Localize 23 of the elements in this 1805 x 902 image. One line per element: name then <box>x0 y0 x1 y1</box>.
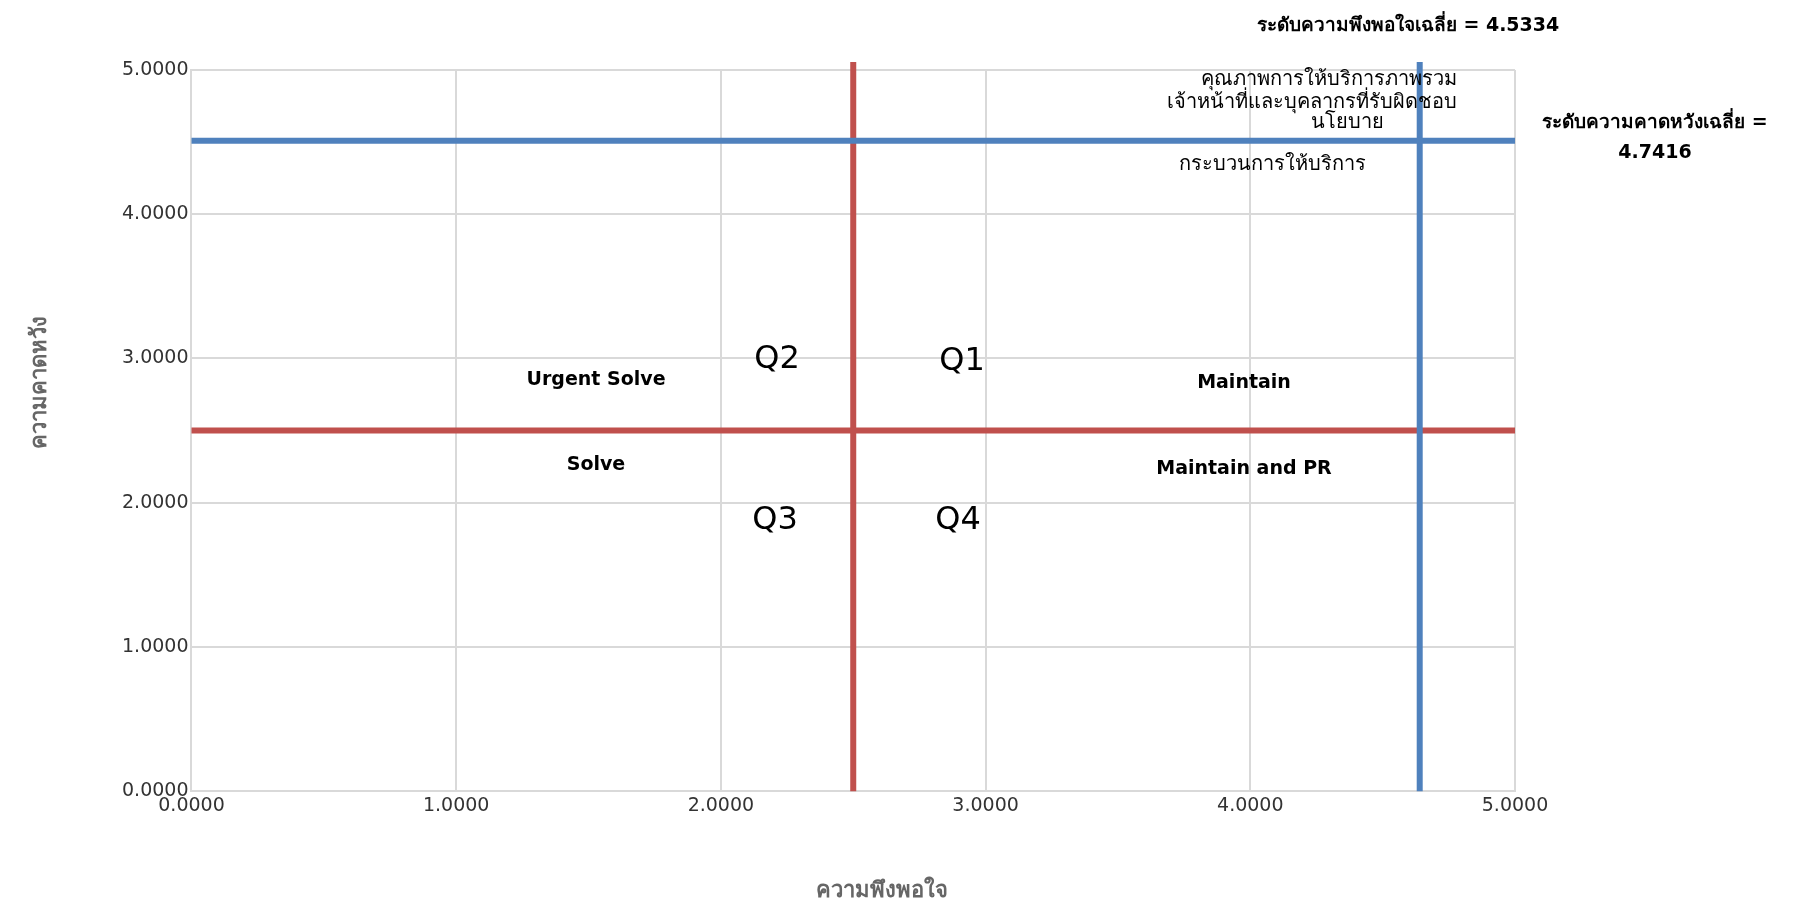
y-axis-title: ความคาดหวัง <box>24 315 52 449</box>
annotation: Q1 <box>939 339 985 381</box>
text: ระดับความพึงพอใจเฉลี่ย = 4.5334 <box>1256 10 1560 37</box>
annotation: Q4 <box>935 498 981 540</box>
annotation: Maintain <box>1197 368 1291 394</box>
annotation: Q3 <box>752 498 798 540</box>
annotation: Q2 <box>754 337 800 379</box>
annotation: Solve <box>566 450 626 476</box>
x-tick-label: 5.0000 <box>1481 792 1549 815</box>
y-tick-label: 4.0000 <box>122 201 189 224</box>
annotation: กระบวนการให้บริการ <box>1178 150 1366 177</box>
annotation: Maintain and PR <box>1156 454 1332 480</box>
x-tick-label: 2.0000 <box>687 792 755 815</box>
x-tick-label: 3.0000 <box>952 792 1019 815</box>
x-tick-label: 1.0000 <box>422 792 490 815</box>
text: ระดับความคาดหวังเฉลี่ย = 4.7416 <box>1541 107 1769 164</box>
y-tick-label: 2.0000 <box>122 489 189 512</box>
y-tick-label: 1.0000 <box>122 633 189 656</box>
y-tick-label: 3.0000 <box>122 345 189 368</box>
y-tick-label: 5.0000 <box>122 56 189 79</box>
annotation: Urgent Solve <box>526 365 666 391</box>
x-tick-label: 4.0000 <box>1217 792 1284 815</box>
x-axis-title: ความพึงพอใจ <box>816 875 948 902</box>
